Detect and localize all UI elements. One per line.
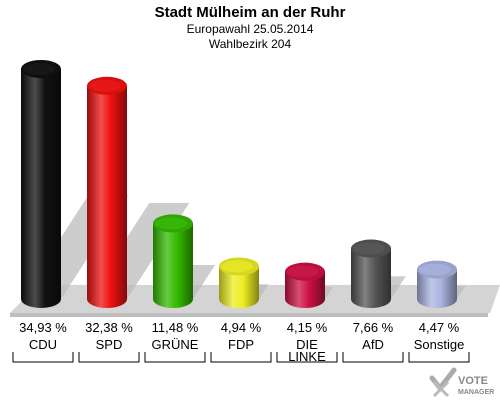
- chart-subtitle-2: Wahlbezirk 204: [208, 37, 292, 51]
- logo-text-vote: VOTE: [458, 375, 488, 387]
- category-label: DIE: [296, 337, 318, 352]
- value-label: 34,93 %: [19, 320, 67, 335]
- checkmark-x-icon: [429, 367, 457, 398]
- bar-grüne: [153, 214, 193, 308]
- bar-sonstige: [417, 260, 457, 308]
- category-label: FDP: [228, 337, 254, 352]
- chart-subtitle: Europawahl 25.05.2014: [186, 22, 314, 36]
- bar-spd: [87, 76, 127, 308]
- bars: [21, 60, 457, 308]
- value-label: 11,48 %: [152, 320, 199, 335]
- value-label: 4,94 %: [221, 320, 262, 335]
- floor-edge: [10, 313, 488, 317]
- category-label: SPD: [96, 337, 123, 352]
- bar-die-linke: [285, 262, 325, 308]
- vote-manager-logo: VOTE MANAGER: [429, 367, 494, 398]
- category-bracket: [408, 352, 470, 363]
- bar-fdp: [219, 257, 259, 308]
- bar-cdu: [21, 60, 61, 308]
- category-bracket: [78, 352, 140, 363]
- labels: 34,93 % CDU 32,38 % SPD 11,48 % GRÜNE 4,94 % FD…: [12, 320, 470, 364]
- category-bracket: [276, 352, 338, 363]
- value-label: 32,38 %: [85, 320, 133, 335]
- category-label: GRÜNE: [152, 337, 199, 352]
- category-bracket: [342, 352, 404, 363]
- category-bracket: [210, 352, 272, 363]
- category-label: LINKE: [288, 349, 326, 364]
- value-label: 7,66 %: [353, 320, 394, 335]
- logo-text-manager: MANAGER: [458, 389, 494, 396]
- category-label: AfD: [362, 337, 384, 352]
- value-label: 4,15 %: [287, 320, 328, 335]
- category-label: CDU: [29, 337, 57, 352]
- chart-header: Stadt Mülheim an der Ruhr Europawahl 25.…: [0, 4, 500, 52]
- bar-afd: [351, 239, 391, 308]
- value-label: 4,47 %: [419, 320, 460, 335]
- chart-title: Stadt Mülheim an der Ruhr: [154, 4, 346, 21]
- category-bracket: [12, 352, 74, 363]
- category-bracket: [144, 352, 206, 363]
- category-label: Sonstige: [414, 337, 465, 352]
